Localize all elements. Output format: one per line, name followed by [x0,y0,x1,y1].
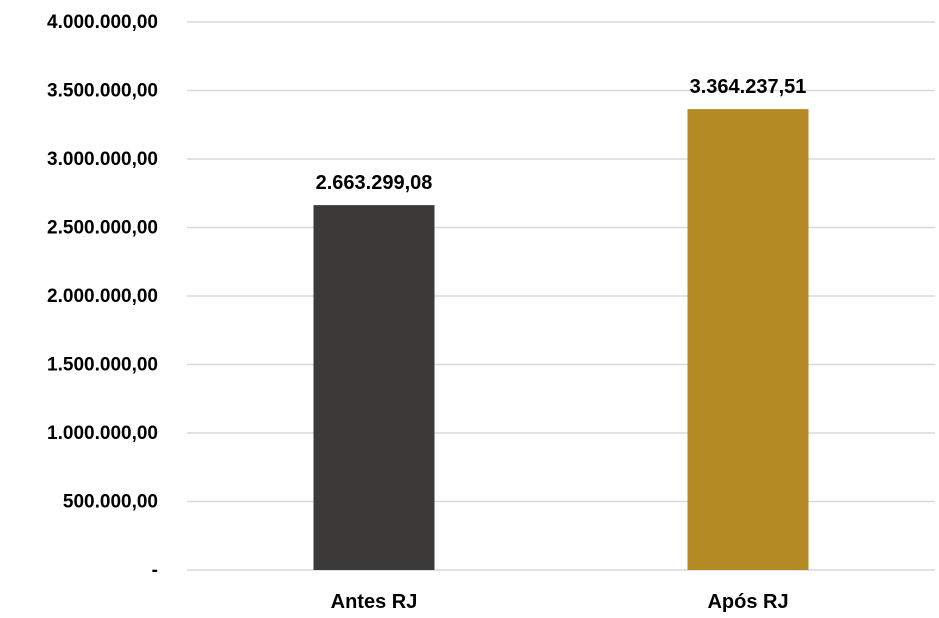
data-label: 2.663.299,08 [316,172,433,194]
y-tick-label: - [152,560,158,581]
y-tick-label: 2.000.000,00 [47,286,158,307]
bars [313,109,809,571]
y-tick-label: 4.000.000,00 [47,12,158,33]
y-axis-ticks: - 500.000,00 1.000.000,00 1.500.000,00 2.000… [47,12,158,581]
bar-antes-rj [313,205,435,570]
bar-apos-rj [687,109,809,571]
y-tick-label: 1.500.000,00 [47,355,158,376]
y-tick-label: 1.000.000,00 [47,423,158,444]
data-label: 3.364.237,51 [690,76,807,98]
gridlines [187,21,935,571]
y-tick-label: 3.500.000,00 [47,81,158,102]
y-tick-label: 2.500.000,00 [47,218,158,239]
y-tick-label: 3.000.000,00 [47,149,158,170]
x-tick-label: Antes RJ [331,591,418,613]
data-labels: 2.663.299,08 3.364.237,51 [316,76,807,194]
y-tick-label: 500.000,00 [63,492,158,513]
x-tick-label: Após RJ [707,591,788,613]
x-axis-ticks: Antes RJ Após RJ [331,591,789,613]
